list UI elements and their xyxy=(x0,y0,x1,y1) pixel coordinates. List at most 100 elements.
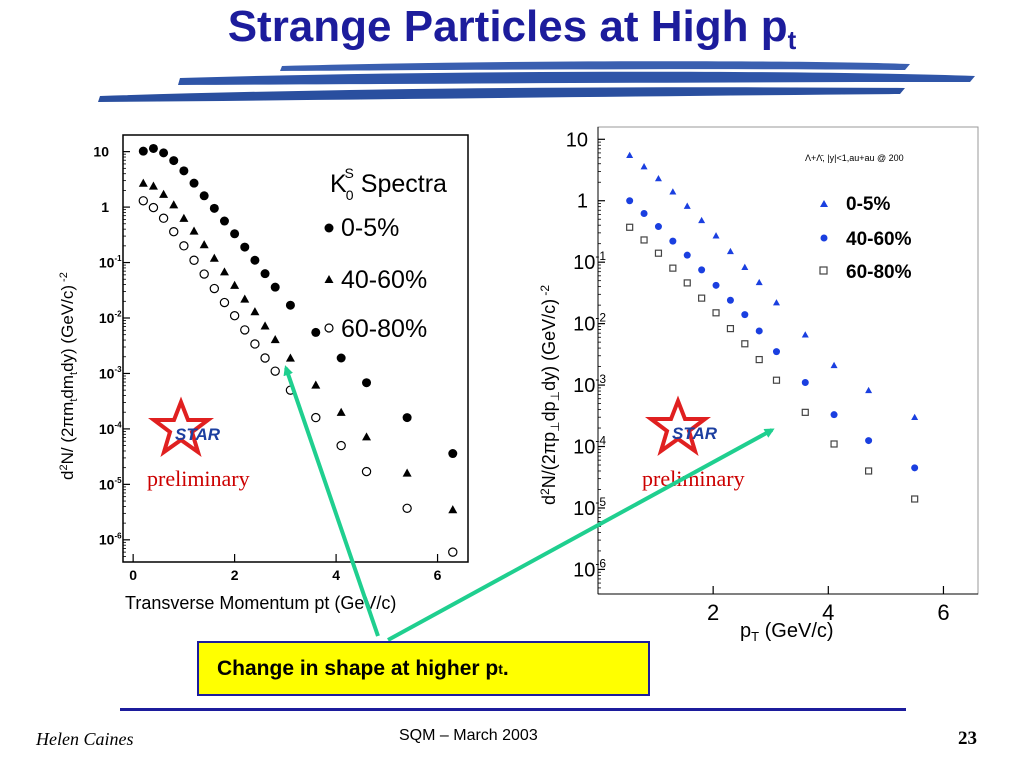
data-point xyxy=(169,156,179,166)
data-point xyxy=(138,196,148,206)
data-point xyxy=(240,242,250,252)
data-point xyxy=(626,223,634,231)
data-point xyxy=(260,321,270,330)
slide-title-subscript: t xyxy=(787,25,797,55)
callout-subscript: t xyxy=(498,660,503,677)
data-point xyxy=(712,281,720,289)
x-tick-label: 0 xyxy=(129,567,137,583)
data-point xyxy=(250,307,260,316)
chart-left-ylabel: d2N/ (2πmtdmtdy) (GeV/c) -2 xyxy=(58,272,80,480)
star-logo-text: STAR xyxy=(672,424,718,443)
legend-marker-60-80 xyxy=(324,323,334,333)
data-point xyxy=(219,297,230,308)
y-tick-label: 10 xyxy=(566,129,588,151)
data-point xyxy=(755,355,763,364)
legend-label-60-80: 60-80% xyxy=(341,315,427,343)
y-tick-label: 1 xyxy=(101,199,109,215)
data-point xyxy=(865,386,873,394)
chart-left-preliminary: preliminary xyxy=(147,466,250,491)
chart-right-title: Λ+Λ̄, |y|<1,au+au @ 200 xyxy=(805,153,904,163)
data-point xyxy=(250,255,260,265)
data-point xyxy=(199,269,209,279)
data-point xyxy=(755,327,763,335)
data-point xyxy=(250,339,260,349)
data-point xyxy=(159,148,169,158)
data-point xyxy=(712,232,720,239)
data-point xyxy=(683,202,691,209)
x-tick-label: 4 xyxy=(332,567,340,583)
data-point xyxy=(448,449,458,459)
data-point xyxy=(741,263,749,270)
data-point xyxy=(260,269,270,279)
x-tick-label: 4 xyxy=(822,600,834,625)
data-point xyxy=(830,440,838,448)
data-point xyxy=(169,226,179,237)
data-point xyxy=(159,189,169,198)
data-point xyxy=(209,283,220,294)
data-point xyxy=(772,376,781,384)
data-point xyxy=(640,236,648,244)
data-point xyxy=(138,178,148,187)
data-point xyxy=(199,191,209,201)
data-point xyxy=(755,278,763,286)
chart-right-legend: 0-5% 40-60% 60-80% xyxy=(819,194,912,283)
star-logo-text: STAR xyxy=(175,425,221,444)
data-point xyxy=(698,266,706,274)
data-point xyxy=(336,353,346,363)
legend-label-40-60: 40-60% xyxy=(341,266,427,294)
legend-marker-40-60 xyxy=(324,275,334,283)
data-point xyxy=(260,353,270,363)
legend-r-marker-40-60 xyxy=(820,234,828,242)
legend-marker-0-5 xyxy=(324,223,334,233)
data-point xyxy=(669,188,677,195)
x-tick-label: 6 xyxy=(937,600,949,625)
footer-author: Helen Caines xyxy=(36,729,134,749)
data-point xyxy=(148,202,159,213)
data-point xyxy=(209,253,219,262)
legend-r-label-40-60: 40-60% xyxy=(846,229,912,250)
chart-left-xlabel: Transverse Momentum pt (GeV/c) xyxy=(125,593,396,613)
data-point xyxy=(911,413,919,421)
data-point xyxy=(285,385,296,395)
chart-left-y-axis: 10 1 10-1 10-2 10-3 10-4 10-5 10-6 xyxy=(93,144,130,563)
data-point xyxy=(336,440,346,451)
data-point xyxy=(229,311,240,321)
footer-rule xyxy=(120,708,906,711)
data-point xyxy=(683,279,691,287)
chart-right-points xyxy=(626,151,919,503)
data-point xyxy=(270,282,280,292)
y-tick-label: 1 xyxy=(577,191,588,213)
data-point xyxy=(801,408,809,416)
data-point xyxy=(179,241,189,251)
data-point xyxy=(311,327,321,337)
data-point xyxy=(669,237,677,245)
legend-r-label-60-80: 60-80% xyxy=(846,262,912,283)
chart-right-xlabel: pT (GeV/c) xyxy=(740,620,834,644)
data-point xyxy=(741,340,749,348)
y-tick-label: 10-6 xyxy=(99,531,122,547)
data-point xyxy=(158,213,169,223)
data-point xyxy=(726,247,734,255)
chart-right-ylabel: d2N/(2πp⊥dp⊥dy) (GeV/c) -2 xyxy=(538,285,562,505)
data-point xyxy=(361,466,372,477)
data-point xyxy=(772,348,780,356)
data-point xyxy=(801,331,809,338)
legend-r-marker-60-80 xyxy=(819,266,828,275)
data-point xyxy=(654,223,662,231)
data-point xyxy=(640,209,648,217)
chart-left-legend: 0-5% 40-60% 60-80% xyxy=(324,214,427,343)
data-point xyxy=(911,495,919,503)
y-tick-label: 10-3 xyxy=(99,365,122,381)
data-point xyxy=(726,325,735,333)
x-tick-label: 2 xyxy=(231,567,239,583)
data-point xyxy=(240,294,250,303)
data-point xyxy=(285,300,295,310)
brush-stroke-decoration xyxy=(98,61,975,102)
y-tick-label: 10-3 xyxy=(573,372,606,397)
data-point xyxy=(669,264,677,272)
callout-tail: . xyxy=(502,656,509,680)
data-point xyxy=(726,296,734,304)
data-point xyxy=(219,267,229,276)
data-point xyxy=(148,143,158,153)
